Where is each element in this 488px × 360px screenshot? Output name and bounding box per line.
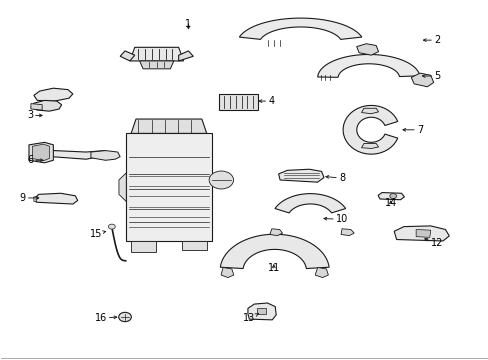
Text: 14: 14	[384, 198, 396, 208]
Polygon shape	[131, 241, 155, 252]
Polygon shape	[361, 108, 378, 114]
Polygon shape	[91, 150, 120, 160]
Polygon shape	[220, 234, 328, 269]
Polygon shape	[130, 47, 183, 61]
Polygon shape	[34, 197, 38, 202]
Text: 9: 9	[20, 193, 39, 203]
Text: 12: 12	[424, 238, 443, 248]
Text: 15: 15	[89, 229, 105, 239]
Text: 2: 2	[423, 35, 439, 45]
Polygon shape	[317, 54, 419, 77]
Circle shape	[389, 194, 396, 199]
Polygon shape	[278, 169, 324, 182]
Text: 8: 8	[325, 173, 345, 183]
Text: 4: 4	[259, 96, 274, 106]
Polygon shape	[315, 267, 328, 278]
Polygon shape	[120, 51, 135, 61]
Circle shape	[209, 171, 233, 189]
Polygon shape	[31, 104, 42, 110]
Polygon shape	[178, 51, 193, 61]
Polygon shape	[340, 229, 353, 235]
Polygon shape	[34, 88, 73, 101]
Polygon shape	[29, 142, 53, 163]
Polygon shape	[256, 308, 266, 314]
Polygon shape	[140, 61, 173, 69]
Text: 7: 7	[402, 125, 422, 135]
Text: 16: 16	[94, 313, 117, 323]
Text: 10: 10	[323, 215, 347, 224]
Polygon shape	[182, 241, 206, 250]
Polygon shape	[393, 226, 448, 241]
Polygon shape	[31, 146, 105, 159]
Text: 11: 11	[267, 263, 279, 273]
Polygon shape	[410, 73, 433, 87]
Polygon shape	[343, 105, 397, 154]
Polygon shape	[119, 173, 126, 202]
Polygon shape	[274, 194, 345, 213]
Polygon shape	[247, 303, 276, 320]
Polygon shape	[356, 44, 378, 55]
Polygon shape	[126, 134, 211, 241]
Polygon shape	[239, 18, 361, 39]
Polygon shape	[221, 267, 233, 278]
Polygon shape	[131, 119, 206, 134]
Text: 3: 3	[27, 111, 42, 121]
Polygon shape	[269, 229, 282, 235]
Circle shape	[108, 224, 115, 229]
Polygon shape	[31, 100, 61, 111]
Text: 1: 1	[185, 19, 191, 29]
Text: 5: 5	[422, 71, 439, 81]
Polygon shape	[35, 193, 78, 204]
Polygon shape	[361, 143, 378, 148]
Circle shape	[119, 312, 131, 321]
Text: 13: 13	[243, 313, 258, 323]
Polygon shape	[377, 193, 404, 200]
Polygon shape	[219, 94, 258, 110]
Polygon shape	[415, 229, 430, 237]
Polygon shape	[32, 144, 49, 161]
Text: 6: 6	[27, 155, 43, 165]
